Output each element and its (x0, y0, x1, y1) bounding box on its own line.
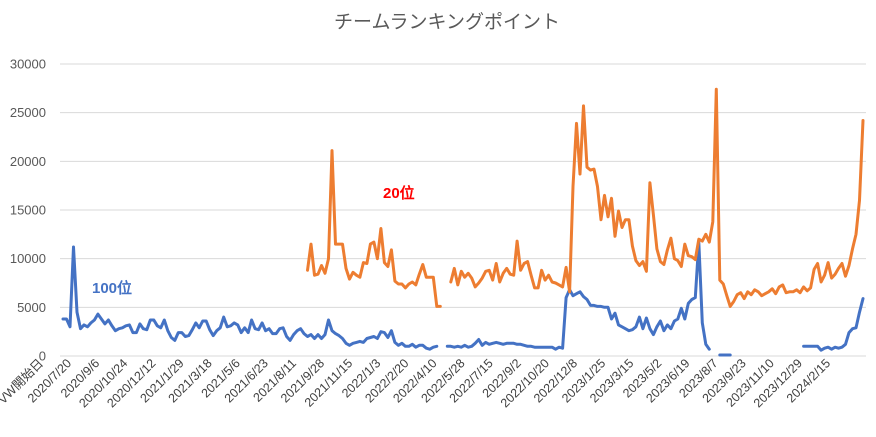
series-line-segment (61, 245, 439, 351)
series-lines (61, 87, 865, 357)
series-line-segment (802, 297, 865, 352)
annotation-100: 100位 (92, 279, 132, 297)
gridlines (60, 63, 866, 357)
y-tick-label: 0 (39, 349, 46, 364)
y-axis-ticks: 0 5000 10000 15000 20000 25000 30000 (10, 57, 46, 364)
y-tick-label: 10000 (10, 251, 46, 266)
y-tick-label: 25000 (10, 105, 46, 120)
series-line-segment (306, 149, 442, 308)
y-tick-label: 5000 (17, 300, 46, 315)
y-tick-label: 15000 (10, 203, 46, 218)
x-axis-ticks: VW開始日2020/7/202020/9/62020/10/242020/12/… (0, 356, 833, 410)
series-20位 (306, 87, 865, 308)
series-line-segment (449, 87, 865, 308)
series-100位 (61, 240, 865, 357)
chart-title: チームランキングポイント (334, 11, 560, 33)
y-tick-label: 30000 (10, 57, 46, 72)
series-line-segment (445, 240, 711, 351)
annotation-20: 20位 (383, 184, 415, 202)
y-tick-label: 20000 (10, 154, 46, 169)
